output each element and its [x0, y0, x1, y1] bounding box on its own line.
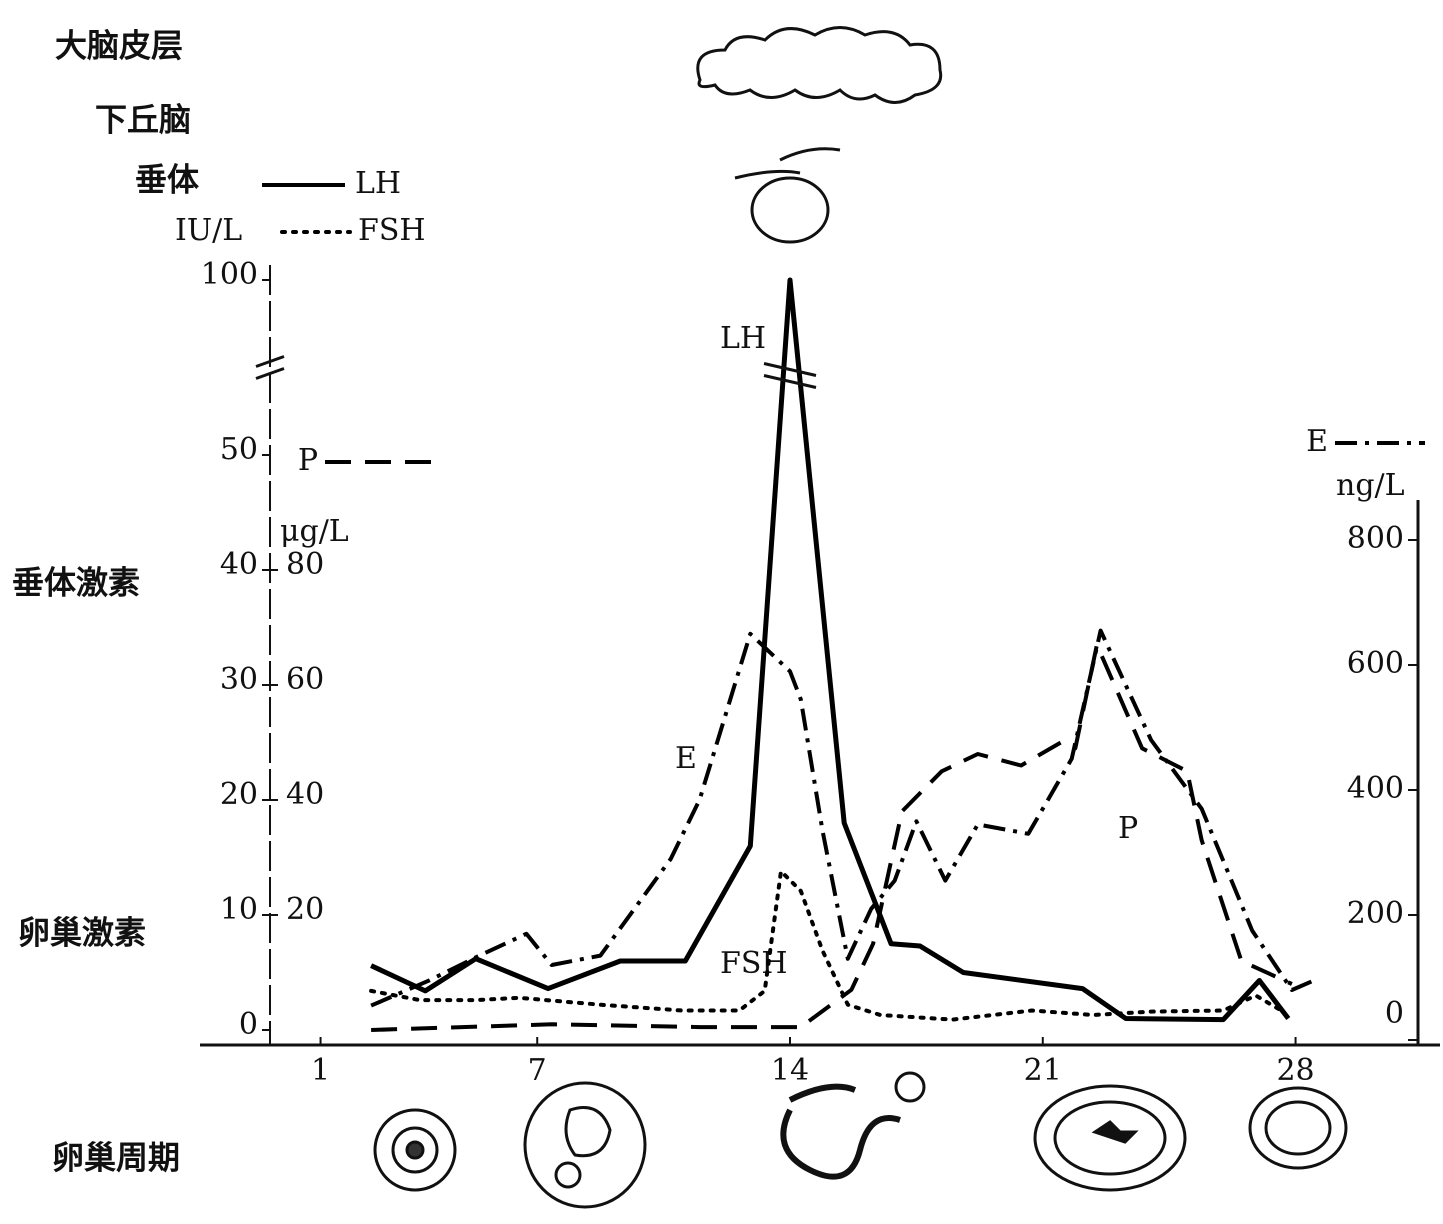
brain [698, 28, 941, 103]
line-break [764, 376, 816, 388]
follicle [407, 1142, 423, 1158]
legend-label: E [1306, 424, 1328, 459]
y3-tick-label: 600 [1347, 646, 1404, 681]
curve-label: LH [720, 321, 766, 356]
legend-label: FSH [358, 213, 426, 248]
y-tick-label: 10 [220, 892, 258, 927]
antrum [566, 1108, 610, 1156]
follicle [525, 1083, 645, 1207]
curve-label: FSH [720, 946, 788, 981]
y3-tick-label: 0 [1385, 996, 1404, 1031]
chart: 大脑皮层 下丘脑 垂体 IU/L μg/L ng/L 垂体激素 卵巢激素 卵巢周… [0, 0, 1443, 1224]
y3-axis-unit: ng/L [1336, 468, 1405, 503]
x-tick-label: 21 [1024, 1053, 1062, 1088]
y2-tick-label: 80 [286, 547, 324, 582]
level-label: 垂体 [135, 161, 199, 199]
line-break [764, 364, 816, 376]
y-tick-label: 20 [220, 777, 258, 812]
x-tick-label: 28 [1276, 1053, 1314, 1088]
y3-tick-label: 800 [1347, 521, 1404, 556]
y2-tick-label: 20 [286, 892, 324, 927]
series-line [371, 871, 1281, 1019]
pituitary-stalk [735, 149, 840, 178]
corpus-albicans [1250, 1088, 1346, 1168]
y-tick-label: 30 [220, 662, 258, 697]
legend-label: LH [355, 166, 401, 201]
y-tick-label: 100 [201, 257, 258, 292]
corpus-albicans [1266, 1102, 1330, 1154]
ovulation [783, 1087, 900, 1177]
level-label: 大脑皮层 [55, 27, 183, 65]
y2-tick-label: 60 [286, 662, 324, 697]
curve-label: P [1118, 811, 1138, 846]
corpus-luteum-core [1095, 1122, 1135, 1142]
y-axis-unit: IU/L [175, 213, 242, 248]
illustrations [375, 28, 1346, 1208]
level-label: 下丘脑 [95, 101, 191, 139]
row-label: 卵巢激素 [18, 914, 146, 952]
series-line [371, 280, 1288, 1020]
legend-label: P [298, 443, 318, 478]
x-tick-label: 14 [771, 1053, 809, 1088]
row-label: 卵巢周期 [52, 1139, 180, 1177]
x-tick-label: 7 [528, 1053, 547, 1088]
y-tick-label: 40 [220, 547, 258, 582]
oocyte [556, 1163, 580, 1187]
y3-tick-label: 400 [1347, 771, 1404, 806]
y-tick-label: 0 [239, 1007, 258, 1042]
y2-axis-unit: μg/L [280, 514, 349, 549]
y3-tick-label: 200 [1347, 896, 1404, 931]
ovum [896, 1073, 924, 1101]
y2-tick-label: 40 [286, 777, 324, 812]
pituitary [752, 178, 828, 242]
x-tick-label: 1 [311, 1053, 330, 1088]
row-label: 垂体激素 [12, 564, 140, 602]
curve-label: E [675, 741, 697, 776]
y-tick-label: 50 [220, 432, 258, 467]
